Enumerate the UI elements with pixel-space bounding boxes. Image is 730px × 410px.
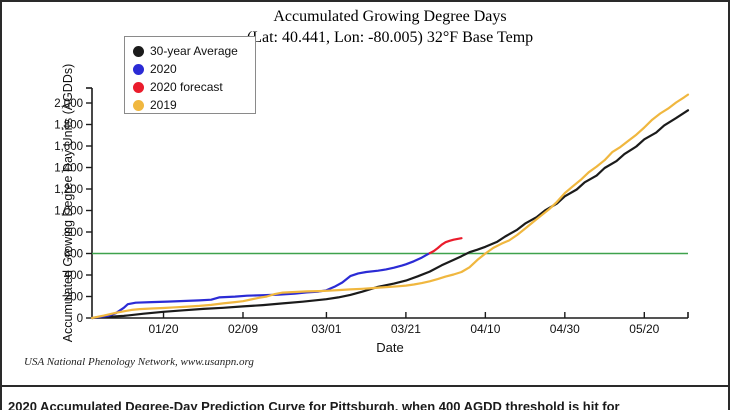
legend-label: 2020 <box>150 62 177 76</box>
series-2019 <box>90 93 690 320</box>
svg-text:2,000: 2,000 <box>54 98 83 110</box>
svg-text:600: 600 <box>64 249 83 261</box>
svg-text:800: 800 <box>64 227 83 239</box>
legend-dot-2020-forecast-icon <box>133 81 144 93</box>
svg-text:1,800: 1,800 <box>54 120 83 132</box>
svg-text:03/01: 03/01 <box>311 322 341 336</box>
legend-dot-2019-icon <box>133 99 144 111</box>
svg-text:1,600: 1,600 <box>54 141 83 153</box>
x-axis-label: Date <box>376 340 404 355</box>
legend-dot-30yr-average-icon <box>133 45 144 57</box>
legend-label: 30-year Average <box>150 44 238 58</box>
legend-dot-2020-icon <box>133 63 144 75</box>
svg-text:04/10: 04/10 <box>470 322 500 336</box>
chart-title: Accumulated Growing Degree Days <box>273 8 507 25</box>
series-2020-forecast <box>428 237 463 255</box>
legend-item-30yr-average: 30-year Average <box>133 42 255 60</box>
caption-divider <box>0 385 730 387</box>
chart-subtitle: (Lat: 40.441, Lon: -80.005) 32°F Base Te… <box>246 29 534 46</box>
legend-item-2020-forecast: 2020 forecast <box>133 78 255 96</box>
svg-text:02/09: 02/09 <box>228 322 258 336</box>
svg-text:200: 200 <box>64 292 83 304</box>
legend-label: 2019 <box>150 98 177 112</box>
legend-label: 2020 forecast <box>150 80 223 94</box>
svg-text:0: 0 <box>77 313 83 325</box>
svg-text:400: 400 <box>64 270 83 282</box>
y-axis-label: Accumulated Growing Degree Day Units (AG… <box>61 63 75 343</box>
svg-text:03/21: 03/21 <box>391 322 421 336</box>
svg-text:1,400: 1,400 <box>54 163 83 175</box>
series-2020 <box>90 252 431 320</box>
svg-text:05/20: 05/20 <box>629 322 659 336</box>
series-30-year-average <box>90 109 690 320</box>
legend-item-2019: 2019 <box>133 96 255 114</box>
svg-text:1,000: 1,000 <box>54 206 83 218</box>
bottom-caption-clipped: 2020 Accumulated Degree-Day Prediction C… <box>8 399 620 410</box>
chart-legend: 30-year Average 2020 2020 forecast 2019 <box>124 36 256 114</box>
legend-item-2020: 2020 <box>133 60 255 78</box>
svg-text:04/30: 04/30 <box>550 322 580 336</box>
attribution-text: USA National Phenology Network, www.usan… <box>24 356 254 368</box>
svg-text:1,200: 1,200 <box>54 184 83 196</box>
svg-text:01/20: 01/20 <box>149 322 179 336</box>
